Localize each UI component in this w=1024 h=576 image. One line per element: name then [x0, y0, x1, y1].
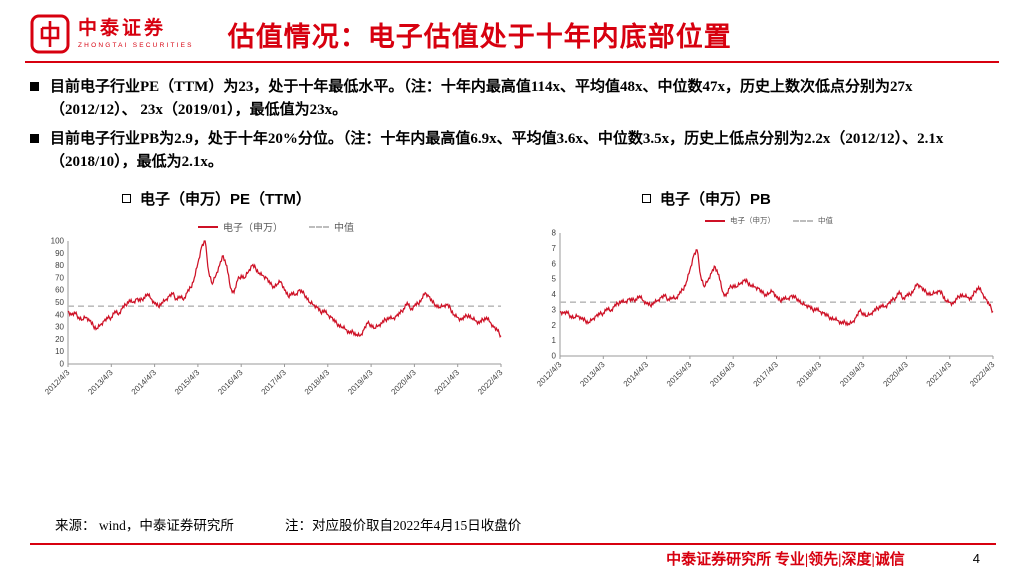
charts-section: 电子（申万）PE（TTM） 电子（申万） 中值 0 10 20 30 40 50 60 70 8…	[0, 188, 1024, 426]
note-text: 注：对应股价取自2022年4月15日收盘价	[285, 518, 522, 533]
bullet-square-icon	[30, 133, 39, 143]
svg-text:100: 100	[51, 237, 65, 246]
logo-emblem-icon	[30, 14, 70, 54]
svg-text:80: 80	[55, 261, 64, 270]
logo-text: 中泰证券 ZHONGTAI SECURITIES	[78, 17, 194, 49]
legend-median-label: 中值	[334, 223, 354, 234]
svg-text:2014/4/3: 2014/4/3	[622, 360, 651, 389]
svg-text:6: 6	[552, 259, 557, 268]
svg-text:30: 30	[55, 323, 64, 332]
chart-pb-legend: 电子（申万） 中值	[530, 215, 1008, 226]
svg-text:2021/4/3: 2021/4/3	[925, 360, 954, 389]
bullet-text: 目前电子行业PE（TTM）为23，处于十年最低水平。（注：十年内最高值114x、…	[50, 79, 913, 119]
bullet-item: 目前电子行业PE（TTM）为23，处于十年最低水平。（注：十年内最高值114x、…	[30, 76, 992, 123]
svg-text:2019/4/3: 2019/4/3	[838, 360, 867, 389]
legend-median: 中值	[793, 215, 833, 226]
series-line-icon	[198, 225, 218, 228]
svg-text:2020/4/3: 2020/4/3	[389, 368, 418, 397]
bullet-square-icon	[30, 82, 39, 91]
svg-text:40: 40	[55, 310, 64, 319]
svg-text:2017/4/3: 2017/4/3	[752, 360, 781, 389]
svg-text:2018/4/3: 2018/4/3	[795, 360, 824, 389]
svg-text:2019/4/3: 2019/4/3	[346, 368, 375, 397]
header-divider	[25, 61, 999, 63]
svg-text:5: 5	[552, 275, 557, 284]
legend-series-label: 电子（申万）	[730, 216, 775, 225]
chart-pe-title-row: 电子（申万）PE（TTM）	[122, 188, 522, 209]
pe-chart-canvas: 0 10 20 30 40 50 60 70 80 90 100 2012/4/3 2013/4/3 20…	[43, 237, 505, 397]
header: 中泰证券 ZHONGTAI SECURITIES 估值情况：电子估值处于十年内底…	[0, 0, 1024, 58]
svg-text:70: 70	[55, 273, 64, 282]
hollow-square-icon	[122, 194, 131, 203]
median-dash-icon	[793, 219, 813, 222]
chart-pb-title-row: 电子（申万）PB	[642, 188, 1008, 209]
svg-text:3: 3	[552, 305, 557, 314]
svg-text:10: 10	[55, 347, 64, 356]
legend-series: 电子（申万）	[705, 215, 775, 226]
svg-text:2022/4/3: 2022/4/3	[968, 360, 997, 389]
chart-pe-title: 电子（申万）PE（TTM）	[140, 191, 311, 208]
svg-text:2012/4/3: 2012/4/3	[535, 360, 564, 389]
svg-text:2013/4/3: 2013/4/3	[578, 360, 607, 389]
svg-text:2015/4/3: 2015/4/3	[665, 360, 694, 389]
chart-pe-legend: 电子（申万） 中值	[30, 219, 522, 234]
company-logo: 中泰证券 ZHONGTAI SECURITIES	[30, 14, 194, 54]
svg-text:50: 50	[55, 298, 64, 307]
source-text: 来源： wind，中泰证券研究所	[55, 518, 234, 533]
bullet-list: 目前电子行业PE（TTM）为23，处于十年最低水平。（注：十年内最高值114x、…	[30, 76, 992, 174]
hollow-square-icon	[642, 194, 651, 203]
footer-slogan: 中泰证券研究所 专业|领先|深度|诚信	[666, 552, 905, 568]
page-title: 估值情况：电子估值处于十年内底部位置	[227, 21, 732, 52]
legend-median: 中值	[309, 219, 354, 234]
bullet-item: 目前电子行业PB为2.9，处于十年20%分位。（注：十年内最高值6.9x、平均值…	[30, 128, 992, 175]
svg-text:20: 20	[55, 335, 64, 344]
chart-pb-title: 电子（申万）PB	[660, 191, 771, 208]
svg-text:2017/4/3: 2017/4/3	[260, 368, 289, 397]
series-line-icon	[705, 219, 725, 222]
page-number: 4	[972, 551, 980, 566]
chart-pe: 电子（申万）PE（TTM） 电子（申万） 中值 0 10 20 30 40 50 60 70 8…	[30, 188, 522, 426]
svg-text:0: 0	[60, 360, 65, 369]
svg-text:7: 7	[552, 244, 557, 253]
footer-divider	[30, 543, 996, 545]
svg-text:2013/4/3: 2013/4/3	[86, 368, 115, 397]
legend-median-label: 中值	[818, 216, 833, 225]
svg-text:2014/4/3: 2014/4/3	[130, 368, 159, 397]
svg-text:0: 0	[552, 352, 557, 361]
svg-text:8: 8	[552, 229, 557, 238]
median-dash-icon	[309, 225, 329, 228]
svg-text:4: 4	[552, 290, 557, 299]
svg-text:2016/4/3: 2016/4/3	[216, 368, 245, 397]
bullet-text: 目前电子行业PB为2.9，处于十年20%分位。（注：十年内最高值6.9x、平均值…	[50, 130, 944, 170]
svg-text:2021/4/3: 2021/4/3	[433, 368, 462, 397]
svg-text:60: 60	[55, 286, 64, 295]
chart-pb: 电子（申万）PB 电子（申万） 中值 0 1 2 3 4 5 6 7 8 2012/4/3 2013…	[530, 188, 1008, 426]
legend-series-label: 电子（申万）	[223, 223, 283, 234]
svg-text:2020/4/3: 2020/4/3	[881, 360, 910, 389]
pb-chart-canvas: 0 1 2 3 4 5 6 7 8 2012/4/3 2013/4/3 2014/4/3 2015/4/…	[535, 229, 997, 389]
svg-text:2012/4/3: 2012/4/3	[43, 368, 72, 397]
legend-series: 电子（申万）	[198, 219, 283, 234]
svg-text:2016/4/3: 2016/4/3	[708, 360, 737, 389]
logo-name-en: ZHONGTAI SECURITIES	[78, 41, 194, 49]
svg-text:2015/4/3: 2015/4/3	[173, 368, 202, 397]
logo-name-cn: 中泰证券	[78, 17, 167, 39]
svg-text:2: 2	[552, 321, 557, 330]
footer-row: 中泰证券研究所 专业|领先|深度|诚信 4	[0, 548, 980, 569]
svg-text:90: 90	[55, 249, 64, 258]
svg-text:1: 1	[552, 336, 557, 345]
svg-text:2018/4/3: 2018/4/3	[303, 368, 332, 397]
svg-text:2022/4/3: 2022/4/3	[476, 368, 505, 397]
source-row: 来源： wind，中泰证券研究所 注：对应股价取自2022年4月15日收盘价	[55, 514, 521, 534]
